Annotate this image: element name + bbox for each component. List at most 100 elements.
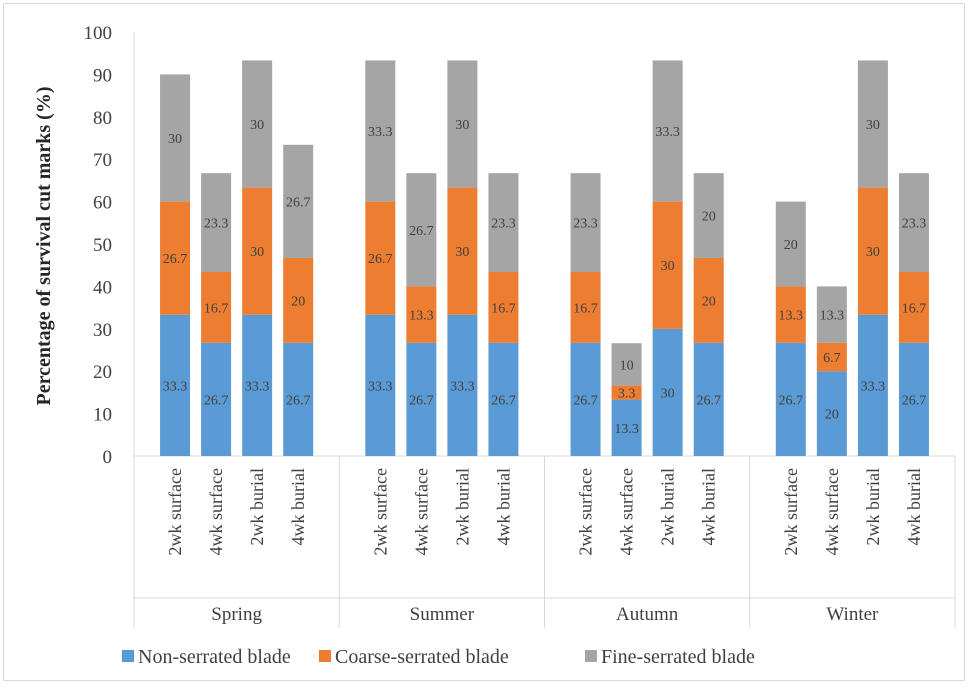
data-label: 13.3 <box>614 422 639 437</box>
data-label: 26.7 <box>409 224 434 239</box>
data-label: 26.7 <box>696 393 721 408</box>
x-category-label: 2wk burial <box>863 468 883 545</box>
bar-segment <box>488 271 519 343</box>
bar-segment <box>447 314 478 456</box>
y-tick-label: 0 <box>103 447 113 468</box>
legend: Non-serrated blade Coarse-serrated blade F… <box>122 646 755 668</box>
bar-segment <box>447 187 478 315</box>
legend-swatch <box>319 650 331 662</box>
bar-segment <box>857 187 888 315</box>
data-label: 10 <box>620 358 634 373</box>
bar-segment <box>488 342 519 456</box>
data-label: 23.3 <box>573 217 598 232</box>
y-tick-label: 100 <box>84 23 113 44</box>
y-tick-label: 50 <box>93 235 112 256</box>
axes: 0 10 20 30 40 50 60 70 80 90 100 <box>84 23 956 628</box>
data-label: 26.7 <box>573 393 598 408</box>
bar-segment <box>816 342 847 372</box>
x-category-label: 4wk surface <box>617 468 637 555</box>
bar-segment <box>857 60 888 188</box>
data-label: 26.7 <box>286 393 311 408</box>
x-category-label: 4wk burial <box>493 468 513 545</box>
data-label: 23.3 <box>204 217 229 232</box>
data-label: 26.7 <box>286 195 311 210</box>
data-label: 23.3 <box>902 217 927 232</box>
data-label: 30 <box>661 259 675 274</box>
y-tick-label: 90 <box>93 65 112 86</box>
x-category-label: 2wk surface <box>781 468 801 555</box>
x-category-labels: 2wk surface 4wk surface 2wk burial 4wk buri… <box>165 468 924 625</box>
bar-segment <box>816 371 847 456</box>
bar-segment <box>652 328 683 456</box>
data-label: 16.7 <box>491 301 516 316</box>
y-tick-label: 30 <box>93 320 112 341</box>
data-label: 26.7 <box>491 393 516 408</box>
data-label: 16.7 <box>902 301 927 316</box>
bar-segment <box>242 187 273 315</box>
data-label: 16.7 <box>204 301 229 316</box>
data-label: 30 <box>250 118 264 133</box>
data-label: 33.3 <box>163 379 188 394</box>
bar-segment <box>611 385 642 400</box>
data-label: 26.7 <box>163 252 188 267</box>
x-category-label: 2wk surface <box>576 468 596 555</box>
legend-entry: Coarse-serrated blade <box>335 646 509 668</box>
data-label: 33.3 <box>368 125 393 140</box>
data-label: 26.7 <box>779 393 804 408</box>
x-category-label: 2wk surface <box>370 468 390 555</box>
bar-segment <box>201 173 232 272</box>
bar-segment <box>693 257 724 343</box>
bar-segment <box>365 60 396 202</box>
y-tick-label: 40 <box>93 277 112 298</box>
data-label: 30 <box>866 245 880 260</box>
data-label: 20 <box>702 210 716 225</box>
legend-entry: Non-serrated blade <box>138 646 291 668</box>
bar-segment <box>857 314 888 456</box>
data-label: 20 <box>702 294 716 309</box>
bar-segment <box>775 201 806 287</box>
data-label: 26.7 <box>368 252 393 267</box>
data-label: 6.7 <box>823 351 841 366</box>
x-category-label: 4wk burial <box>699 468 719 545</box>
x-group-label: Summer <box>410 604 475 625</box>
data-label: 26.7 <box>409 393 434 408</box>
x-category-label: 4wk burial <box>904 468 924 545</box>
bar-segment <box>160 314 191 456</box>
bar-segment <box>611 343 642 386</box>
bar-segment <box>898 173 929 272</box>
bar-segment <box>447 60 478 188</box>
bar-segment <box>693 342 724 456</box>
bar-segment <box>406 286 437 343</box>
data-label: 13.3 <box>779 309 804 324</box>
data-label: 26.7 <box>902 393 927 408</box>
data-label: 20 <box>825 408 839 423</box>
x-category-label: 2wk burial <box>658 468 678 545</box>
bar-segment <box>898 271 929 343</box>
data-label: 23.3 <box>491 217 516 232</box>
bar-segment <box>406 173 437 287</box>
data-label: 20 <box>291 294 305 309</box>
x-category-label: 2wk burial <box>452 468 472 545</box>
data-label: 26.7 <box>204 393 229 408</box>
bar-segment <box>652 201 683 329</box>
legend-swatch <box>585 650 597 662</box>
bar-segment <box>365 314 396 456</box>
data-label: 30 <box>866 118 880 133</box>
y-tick-label: 60 <box>93 193 112 214</box>
x-group-label: Autumn <box>616 604 679 625</box>
x-group-label: Winter <box>826 604 879 625</box>
bar-segment <box>652 60 683 202</box>
data-label: 30 <box>455 118 469 133</box>
x-category-label: 2wk surface <box>165 468 185 555</box>
x-category-label: 4wk surface <box>822 468 842 555</box>
y-tick-label: 10 <box>93 405 112 426</box>
data-label: 30 <box>661 386 675 401</box>
bar-segment <box>283 144 314 258</box>
data-label: 13.3 <box>820 309 845 324</box>
bar-segment <box>406 342 437 456</box>
data-label: 3.3 <box>618 387 636 402</box>
x-category-label: 4wk burial <box>288 468 308 545</box>
bar-segment <box>693 173 724 258</box>
bar-segment <box>898 342 929 456</box>
